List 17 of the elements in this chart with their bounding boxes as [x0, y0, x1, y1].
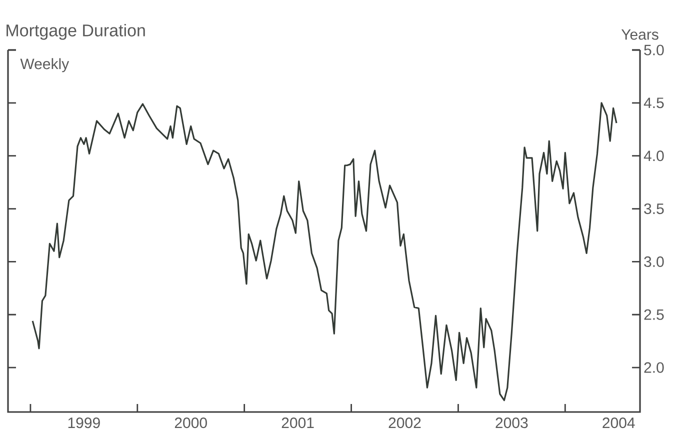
chart-title: Mortgage Duration: [6, 24, 145, 40]
annotation: Weekly: [20, 58, 70, 72]
y-tick-label: 3.5: [644, 203, 664, 214]
x-tick-label: 2001: [282, 418, 314, 428]
y-axis-title: Years: [621, 29, 658, 40]
x-tick-label: 2004: [602, 418, 635, 428]
y-tick-label: 2.0: [644, 362, 664, 373]
x-tick-label: 2003: [496, 418, 528, 428]
line-series: [32, 102, 618, 402]
x-tick-label: 2002: [388, 418, 421, 428]
x-tick-label: 2000: [174, 418, 207, 428]
y-tick-label: 3.0: [644, 256, 664, 267]
y-tick-label: 4.5: [644, 98, 664, 108]
y-tick-label: 4.0: [644, 150, 664, 162]
y-tick-label: 2.5: [644, 309, 664, 320]
y-tick-label: 5.0: [644, 44, 664, 56]
x-tick-label: 1999: [68, 418, 100, 428]
